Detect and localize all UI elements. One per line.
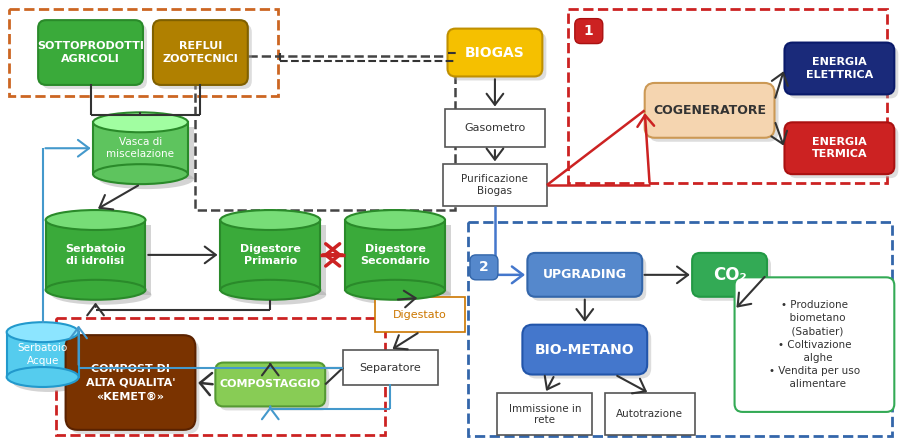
Ellipse shape bbox=[99, 169, 194, 189]
Bar bbox=[605, 393, 695, 435]
FancyBboxPatch shape bbox=[522, 325, 647, 375]
Ellipse shape bbox=[13, 372, 85, 392]
FancyBboxPatch shape bbox=[788, 46, 898, 98]
Text: Autotrazione: Autotrazione bbox=[616, 409, 683, 419]
FancyBboxPatch shape bbox=[575, 19, 603, 43]
Bar bbox=[195, 55, 455, 210]
Text: Gasometro: Gasometro bbox=[464, 123, 526, 133]
FancyBboxPatch shape bbox=[447, 29, 543, 76]
Text: Serbatoio
Acque: Serbatoio Acque bbox=[17, 343, 67, 366]
Ellipse shape bbox=[226, 285, 326, 305]
Bar bbox=[468, 222, 892, 436]
FancyBboxPatch shape bbox=[696, 257, 771, 301]
Text: BIO-METANO: BIO-METANO bbox=[535, 342, 634, 357]
Text: 2: 2 bbox=[479, 260, 489, 274]
FancyBboxPatch shape bbox=[785, 122, 895, 174]
Bar bbox=[93, 122, 188, 174]
FancyBboxPatch shape bbox=[527, 253, 643, 297]
Text: CO₂: CO₂ bbox=[713, 266, 746, 284]
Text: Serbatoio
di idrolisi: Serbatoio di idrolisi bbox=[65, 244, 126, 266]
Text: Vasca di
miscelazione: Vasca di miscelazione bbox=[106, 137, 175, 160]
Bar bbox=[51, 225, 151, 295]
FancyBboxPatch shape bbox=[153, 20, 248, 85]
Bar bbox=[445, 110, 544, 147]
FancyBboxPatch shape bbox=[220, 367, 329, 410]
FancyBboxPatch shape bbox=[470, 255, 498, 280]
Text: ENERGIA
ELETTRICA: ENERGIA ELETTRICA bbox=[806, 57, 873, 80]
Text: COMPOST DI
ALTA QUALITA'
«KEMET®»: COMPOST DI ALTA QUALITA' «KEMET®» bbox=[86, 363, 176, 401]
FancyBboxPatch shape bbox=[452, 33, 546, 80]
Text: Digestato: Digestato bbox=[393, 310, 447, 320]
Bar bbox=[220, 220, 320, 290]
Text: Digestore
Secondario: Digestore Secondario bbox=[360, 244, 430, 266]
FancyBboxPatch shape bbox=[531, 257, 646, 301]
Bar bbox=[443, 164, 547, 206]
Bar bbox=[56, 318, 385, 435]
Text: 1: 1 bbox=[584, 24, 594, 38]
Bar bbox=[226, 225, 326, 295]
FancyBboxPatch shape bbox=[215, 363, 325, 406]
Bar bbox=[13, 337, 85, 382]
FancyBboxPatch shape bbox=[42, 24, 147, 89]
Bar bbox=[498, 393, 592, 435]
Text: UPGRADING: UPGRADING bbox=[543, 268, 626, 281]
Text: COMPOSTAGGIO: COMPOSTAGGIO bbox=[220, 380, 320, 389]
FancyBboxPatch shape bbox=[734, 277, 895, 412]
Bar bbox=[346, 220, 445, 290]
Bar bbox=[568, 8, 887, 183]
Text: Immissione in
rete: Immissione in rete bbox=[508, 404, 581, 425]
FancyBboxPatch shape bbox=[526, 329, 652, 379]
Bar bbox=[343, 350, 437, 385]
Ellipse shape bbox=[220, 280, 320, 300]
Ellipse shape bbox=[93, 164, 188, 184]
Text: • Produzione
  biometano
  (Sabatier)
• Coltivazione
  alghe
• Vendita per uso
 : • Produzione biometano (Sabatier) • Colt… bbox=[769, 300, 860, 389]
FancyBboxPatch shape bbox=[692, 253, 767, 297]
Text: REFLUI
ZOOTECNICI: REFLUI ZOOTECNICI bbox=[163, 41, 239, 64]
Bar bbox=[99, 127, 194, 179]
FancyBboxPatch shape bbox=[69, 339, 200, 434]
Bar bbox=[351, 225, 451, 295]
Text: Digestore
Primario: Digestore Primario bbox=[239, 244, 301, 266]
Text: ENERGIA
TERMICA: ENERGIA TERMICA bbox=[812, 137, 868, 160]
Ellipse shape bbox=[6, 322, 78, 342]
Ellipse shape bbox=[93, 112, 188, 132]
FancyBboxPatch shape bbox=[157, 24, 252, 89]
Ellipse shape bbox=[351, 285, 451, 305]
Text: Separatore: Separatore bbox=[359, 363, 421, 372]
FancyBboxPatch shape bbox=[66, 335, 195, 430]
Ellipse shape bbox=[46, 280, 146, 300]
Ellipse shape bbox=[346, 210, 445, 230]
FancyBboxPatch shape bbox=[38, 20, 143, 85]
Ellipse shape bbox=[51, 285, 151, 305]
Bar bbox=[375, 297, 465, 332]
Ellipse shape bbox=[220, 210, 320, 230]
Bar bbox=[9, 8, 278, 97]
FancyBboxPatch shape bbox=[785, 42, 895, 94]
FancyBboxPatch shape bbox=[649, 87, 778, 142]
Bar bbox=[46, 220, 146, 290]
Text: BIOGAS: BIOGAS bbox=[465, 46, 525, 59]
Text: Purificazione
Biogas: Purificazione Biogas bbox=[462, 174, 528, 196]
Ellipse shape bbox=[6, 367, 78, 387]
Ellipse shape bbox=[346, 280, 445, 300]
FancyBboxPatch shape bbox=[644, 83, 775, 138]
Text: SOTTOPRODOTTI
AGRICOLI: SOTTOPRODOTTI AGRICOLI bbox=[37, 41, 144, 64]
Bar bbox=[6, 332, 78, 377]
Ellipse shape bbox=[46, 210, 146, 230]
Text: COGENERATORE: COGENERATORE bbox=[653, 104, 766, 117]
FancyBboxPatch shape bbox=[788, 127, 898, 178]
